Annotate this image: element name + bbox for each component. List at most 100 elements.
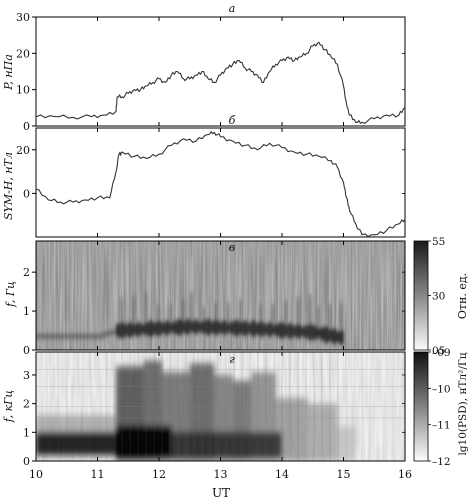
spectral-band-segment <box>181 321 186 334</box>
x-axis-ticks: 10 11 12 13 14 15 16 <box>29 17 412 481</box>
psd-block <box>36 415 116 433</box>
spectral-band-segment <box>161 322 166 334</box>
colorbar-tick-label: –12 <box>432 456 451 468</box>
spectral-band-segment <box>222 320 227 335</box>
psd-column <box>337 426 356 461</box>
spectral-band-segment <box>52 333 57 339</box>
spectral-band-segment <box>243 320 248 336</box>
spectral-band-segment <box>206 319 211 336</box>
x-tick-label: 12 <box>152 468 166 481</box>
spectral-plume <box>328 304 332 330</box>
spectral-band-segment <box>288 323 293 339</box>
spectral-plume <box>339 302 343 331</box>
spectral-band-segment <box>68 333 73 339</box>
spectral-plume <box>238 299 242 323</box>
spectral-plume <box>156 304 160 321</box>
spectral-band-segment <box>40 333 45 339</box>
psd-block <box>171 432 282 459</box>
spectral-band-segment <box>339 330 344 345</box>
panel-b-y-ticks: 0 20 <box>16 144 405 200</box>
y-tick-label: 2 <box>23 266 30 279</box>
spectral-band-segment <box>324 326 329 343</box>
spectral-band-segment <box>210 321 215 334</box>
spectral-band-segment <box>308 324 313 341</box>
spectral-band-segment <box>320 327 325 341</box>
spectral-band-segment <box>169 322 174 333</box>
colorbar-tick-label: –09 <box>432 347 451 359</box>
panel-a-label: а <box>229 2 236 15</box>
spectral-band-segment <box>284 324 289 337</box>
spectral-band-segment <box>230 321 235 335</box>
spectral-plume <box>202 306 206 321</box>
spectral-band-segment <box>238 322 244 335</box>
colorbar-tick-label: 05 <box>432 345 445 357</box>
y-tick-label: 0 <box>23 344 30 357</box>
spectral-band-segment <box>226 322 231 333</box>
x-tick-label: 10 <box>29 468 43 481</box>
psd-column <box>306 403 338 461</box>
spectral-band-segment <box>300 326 305 337</box>
spectral-band-segment <box>267 322 272 337</box>
spectral-band-segment <box>279 322 285 339</box>
spectral-band-segment <box>128 322 133 338</box>
spectral-band-segment <box>259 321 264 337</box>
spectral-plume <box>308 294 312 325</box>
spectral-band-segment <box>197 321 203 332</box>
spectral-band-segment <box>316 328 321 339</box>
spectral-band-segment <box>296 324 301 339</box>
panel-b: 0 20 б SYM-H, нТл <box>2 114 406 238</box>
panel-b-frame <box>35 127 406 238</box>
panel-v: 0 1 2 в f, Гц 55 30 05 Отн. ед. <box>4 236 469 357</box>
spectral-band-segment <box>335 331 341 343</box>
panel-v-label: в <box>229 241 235 254</box>
panel-v-colorbar-ticks: 55 30 05 <box>428 236 445 357</box>
spectral-band-segment <box>136 322 141 337</box>
spectral-band-segment <box>214 319 219 335</box>
spectral-plume <box>259 303 263 322</box>
spectral-band-segment <box>312 325 317 340</box>
spectral-band-segment <box>202 320 207 334</box>
spectral-band-segment <box>218 322 223 334</box>
y-tick-label: 2 <box>23 398 30 411</box>
y-tick-label: 20 <box>16 144 30 157</box>
spectral-band-segment <box>132 324 137 336</box>
spectral-band-segment <box>144 322 149 336</box>
spectral-plume <box>214 302 218 320</box>
spectral-band-segment <box>101 332 106 338</box>
spectral-band-segment <box>275 323 281 337</box>
colorbar-tick-label: 55 <box>432 236 445 248</box>
y-tick-label: 20 <box>16 47 30 60</box>
spectral-band-segment <box>255 322 260 335</box>
spectral-plume <box>189 292 193 322</box>
y-tick-label: 1 <box>23 305 30 318</box>
spectral-band-segment <box>292 325 297 337</box>
x-tick-label: 11 <box>91 468 105 481</box>
spectral-plume <box>120 297 124 323</box>
y-tick-label: 10 <box>16 84 30 97</box>
y-tick-label: 0 <box>23 187 30 200</box>
spectral-plume <box>144 291 148 323</box>
panel-b-symh-line <box>35 130 406 238</box>
spectral-plume <box>271 303 275 325</box>
spectral-band-segment <box>64 333 69 339</box>
panel-a-pressure-line <box>35 41 406 125</box>
spectral-band-segment <box>165 320 170 335</box>
spectral-band-segment <box>140 324 145 335</box>
panel-v-ylabel: f, Гц <box>4 281 17 308</box>
spectral-band-segment <box>234 320 240 337</box>
y-tick-label: 3 <box>23 369 30 382</box>
colorbar-tick-label: –10 <box>432 383 451 395</box>
panel-a-y-ticks: 0 10 20 30 <box>16 11 405 133</box>
spectral-band-segment <box>72 333 78 339</box>
spectral-band-segment <box>152 322 158 335</box>
spectral-band-segment <box>156 320 162 336</box>
panel-g-y-ticks: 0 1 2 3 <box>23 369 405 468</box>
spectral-band-segment <box>304 325 309 339</box>
spectral-band-segment <box>115 324 121 338</box>
spectral-band-segment <box>185 319 190 335</box>
x-tick-label: 16 <box>398 468 412 481</box>
y-tick-label: 30 <box>16 11 30 24</box>
panel-b-label: б <box>229 114 236 127</box>
spectral-plume <box>296 297 300 325</box>
